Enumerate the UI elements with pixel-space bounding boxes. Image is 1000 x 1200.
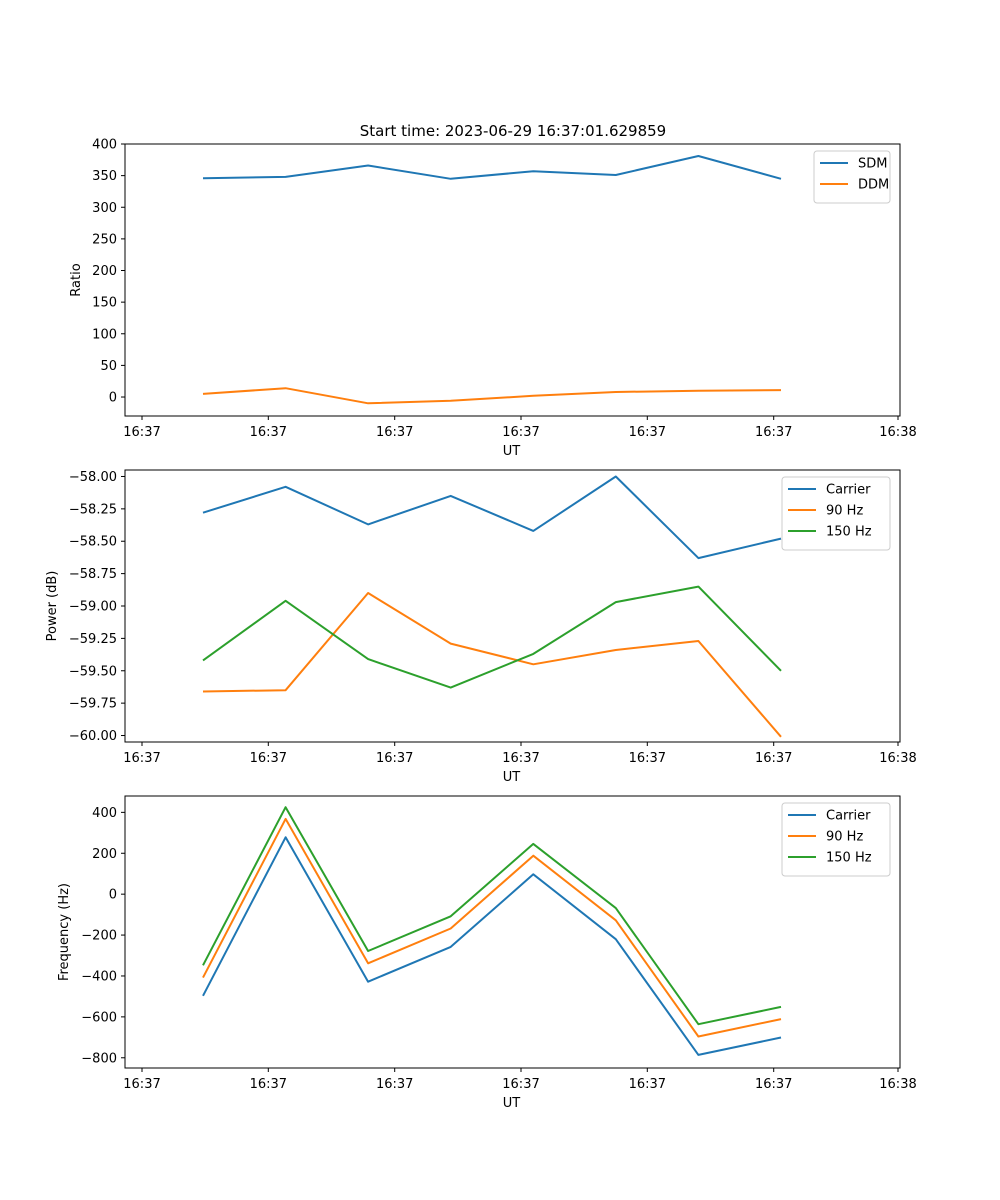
x-tick-label: 16:37 (250, 751, 287, 766)
y-tick-label: 100 (92, 327, 117, 342)
legend-label: 150 Hz (826, 851, 872, 866)
x-tick-label: 16:37 (250, 1077, 287, 1092)
legend-label: DDM (858, 178, 889, 193)
x-tick-label: 16:37 (629, 751, 666, 766)
x-tick-label: 16:37 (755, 1077, 792, 1092)
plots-container: 0 50 100 150 200 250 300 350 400 16:37 16:37 16:37 1… (45, 138, 917, 1112)
y-tick-label: −59.75 (69, 697, 117, 712)
y-axis-label: Frequency (Hz) (57, 883, 72, 981)
legend-label: SDM (858, 157, 887, 172)
plot-panel-3: −800 −600 −400 −200 0 200 400 16:37 16:37 16:37 16… (57, 795, 917, 1111)
y-tick-label: −58.00 (69, 470, 117, 485)
series-line-90-hz (202, 592, 782, 738)
x-axis-label: UT (503, 770, 521, 785)
x-tick-label: 16:37 (629, 1077, 666, 1092)
y-tick-label: 50 (100, 359, 117, 374)
x-tick-label: 16:38 (879, 1077, 916, 1092)
x-tick-label: 16:37 (123, 425, 160, 440)
legend-label: 90 Hz (826, 504, 863, 519)
y-tick-label: −200 (81, 929, 117, 944)
y-axis-label: Ratio (69, 263, 84, 296)
x-tick-label: 16:37 (755, 425, 792, 440)
x-tick-label: 16:38 (879, 425, 916, 440)
x-tick-label: 16:37 (123, 1077, 160, 1092)
legend-label: 150 Hz (826, 525, 872, 540)
legend-label: Carrier (826, 483, 871, 498)
legend: SDM DDM (813, 150, 891, 204)
y-tick-label: 200 (92, 847, 117, 862)
y-axis-label: Power (dB) (45, 571, 60, 642)
legend-label: 90 Hz (826, 830, 863, 845)
axes-frame (124, 795, 901, 1069)
y-tick-label: 300 (92, 201, 117, 216)
y-tick-label: −59.25 (69, 632, 117, 647)
legend: Carrier 90 Hz 150 Hz (781, 476, 891, 551)
plot-panel-2: −60.00 −59.75 −59.50 −59.25 −59.00 −58.75 −58.… (45, 469, 917, 785)
x-axis-label: UT (503, 1096, 521, 1111)
series-line-150-hz (202, 585, 782, 689)
legend-label: Carrier (826, 809, 871, 824)
y-tick-label: 150 (92, 296, 117, 311)
y-tick-label: 0 (109, 391, 117, 406)
legend: Carrier 90 Hz 150 Hz (781, 802, 891, 877)
series-line-carrier (202, 836, 782, 1056)
y-tick-label: −59.50 (69, 664, 117, 679)
x-tick-label: 16:37 (629, 425, 666, 440)
x-tick-label: 16:37 (502, 751, 539, 766)
x-axis-label: UT (503, 444, 521, 459)
x-tick-label: 16:37 (250, 425, 287, 440)
series-line-sdm (202, 155, 782, 180)
y-tick-label: 250 (92, 232, 117, 247)
x-tick-label: 16:38 (879, 751, 916, 766)
y-tick-label: −59.00 (69, 600, 117, 615)
figure-title: Start time: 2023-06-29 16:37:01.629859 (360, 122, 666, 140)
y-tick-label: −58.25 (69, 502, 117, 517)
series-line-carrier (202, 475, 782, 560)
y-tick-label: 400 (92, 806, 117, 821)
series-line-ddm (202, 387, 782, 405)
x-tick-label: 16:37 (502, 1077, 539, 1092)
plot-panel-1: 0 50 100 150 200 250 300 350 400 16:37 16:37 16:37 1… (69, 138, 917, 460)
x-tick-label: 16:37 (755, 751, 792, 766)
y-tick-label: −800 (81, 1051, 117, 1066)
y-tick-label: −600 (81, 1010, 117, 1025)
y-tick-label: 350 (92, 169, 117, 184)
x-tick-label: 16:37 (376, 425, 413, 440)
y-tick-label: 0 (109, 888, 117, 903)
series-line-150-hz (202, 806, 782, 1026)
y-tick-label: −58.50 (69, 535, 117, 550)
y-tick-label: 400 (92, 138, 117, 153)
x-tick-label: 16:37 (376, 1077, 413, 1092)
series-line-90-hz (202, 817, 782, 1038)
axes-frame (124, 143, 901, 417)
y-tick-label: 200 (92, 264, 117, 279)
y-tick-label: −60.00 (69, 729, 117, 744)
x-tick-label: 16:37 (502, 425, 539, 440)
x-tick-label: 16:37 (376, 751, 413, 766)
y-tick-label: −58.75 (69, 567, 117, 582)
y-tick-label: −400 (81, 969, 117, 984)
x-tick-label: 16:37 (123, 751, 160, 766)
